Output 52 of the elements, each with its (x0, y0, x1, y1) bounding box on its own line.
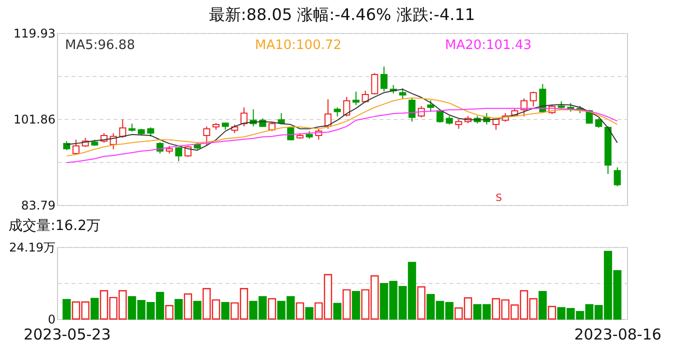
bar (305, 307, 314, 320)
y-tick-label: 0 (48, 312, 56, 326)
text: MA20:101.43 (445, 38, 532, 53)
bar (352, 291, 360, 320)
chart-title: 最新:88.05 涨幅:-4.46% 涨跌:-4.11 (208, 5, 476, 24)
candlestick (455, 118, 462, 130)
candlestick (595, 118, 602, 128)
bar (62, 299, 71, 320)
y-tick-label: 83.79 (21, 198, 56, 212)
candlestick (203, 126, 210, 146)
candlestick (72, 139, 80, 156)
candlestick (119, 118, 126, 138)
candlestick (399, 88, 406, 100)
bar (221, 302, 230, 320)
candlestick (530, 91, 537, 107)
bar (193, 300, 202, 320)
bar (342, 289, 351, 320)
candlestick (371, 72, 378, 96)
candlestick (147, 126, 154, 137)
bar (548, 306, 556, 320)
bar (417, 286, 426, 320)
candlestick (436, 109, 444, 124)
bar (268, 298, 276, 320)
candlestick (334, 106, 341, 117)
text: MA10:100.72 (255, 38, 342, 53)
bar (184, 293, 192, 320)
candlestick (427, 100, 434, 112)
y-tick-label: 119.93 (14, 26, 56, 40)
candlestick (614, 166, 621, 187)
candlestick (175, 146, 182, 162)
text: MA5:96.88 (65, 38, 135, 53)
candlestick (380, 66, 388, 92)
candlestick (240, 106, 248, 127)
chart-title: 成交量:16.2万 (8, 218, 101, 234)
bar (296, 302, 304, 320)
bar (538, 291, 547, 320)
candlestick (362, 90, 369, 104)
candlestick (63, 140, 70, 151)
candlestick (352, 91, 360, 106)
bar (165, 305, 174, 320)
candlestick (268, 121, 276, 132)
candlestick (408, 98, 416, 122)
candlestick (520, 98, 528, 117)
bar (174, 299, 183, 320)
x-tick-label: 2023-08-16 (574, 326, 662, 344)
y-tick-label: 24.19万 (9, 240, 56, 254)
bar (333, 302, 342, 320)
y-tick-label: 101.86 (14, 112, 56, 126)
candlestick (343, 96, 350, 117)
bar (90, 298, 99, 320)
annotation: S (496, 193, 502, 204)
x-tick-label: 2023-05-23 (24, 326, 111, 344)
